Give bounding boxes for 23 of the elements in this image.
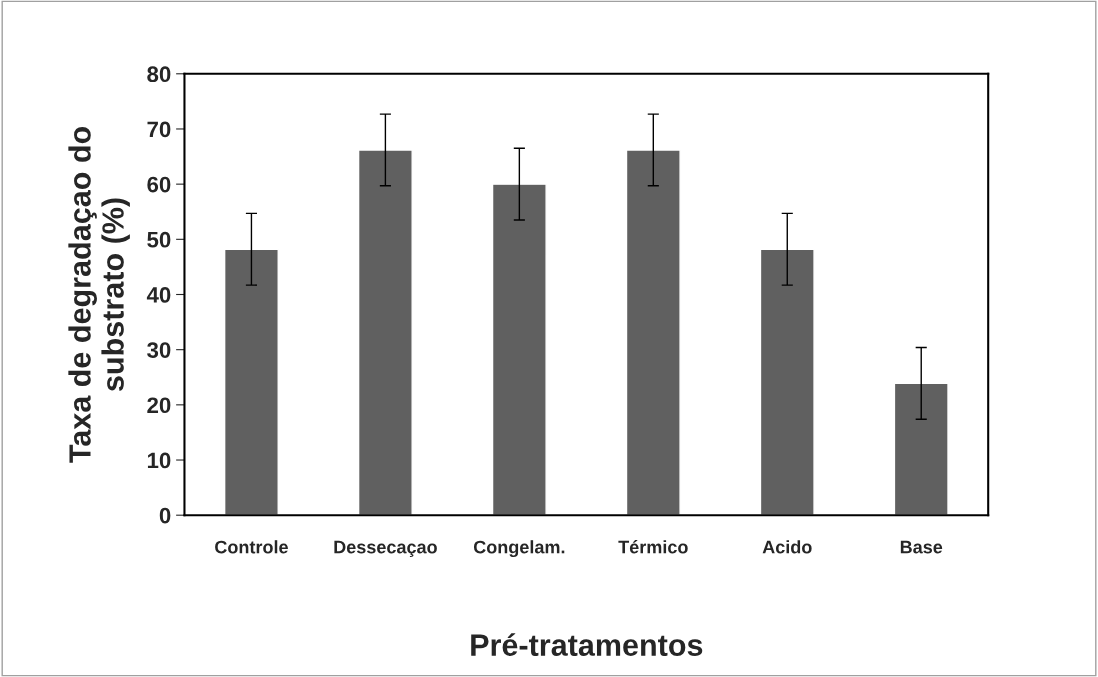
y-tick-label: 40 bbox=[146, 287, 171, 303]
bar bbox=[357, 149, 413, 516]
bar bbox=[759, 248, 815, 516]
bar bbox=[625, 149, 681, 516]
y-tick-label: 20 bbox=[147, 397, 171, 414]
y-tick-label: 70 bbox=[147, 121, 171, 138]
bar bbox=[223, 248, 279, 516]
y-tick-label: 80 bbox=[147, 66, 171, 83]
y-tick-label: 60 bbox=[147, 176, 171, 193]
x-tick-label: Base bbox=[900, 540, 943, 554]
y-tick-label: 10 bbox=[147, 452, 171, 469]
x-tick-label: Dessecaçao bbox=[334, 540, 437, 558]
x-tick-label: Controle bbox=[215, 540, 288, 554]
y-tick-label: 50 bbox=[147, 231, 171, 248]
x-tick-label: Congelam. bbox=[473, 540, 565, 558]
y-tick-label: 30 bbox=[147, 342, 171, 358]
bar bbox=[491, 183, 547, 516]
bar bbox=[893, 382, 949, 516]
x-tick-label: Acido bbox=[762, 540, 812, 554]
x-axis-title: Pré-tratamentos bbox=[471, 633, 703, 656]
y-tick-label: 0 bbox=[159, 507, 171, 524]
x-tick-label: Térmico bbox=[618, 540, 688, 554]
y-axis-title: Taxa de degradaçao do substrato (%) bbox=[68, 126, 130, 463]
